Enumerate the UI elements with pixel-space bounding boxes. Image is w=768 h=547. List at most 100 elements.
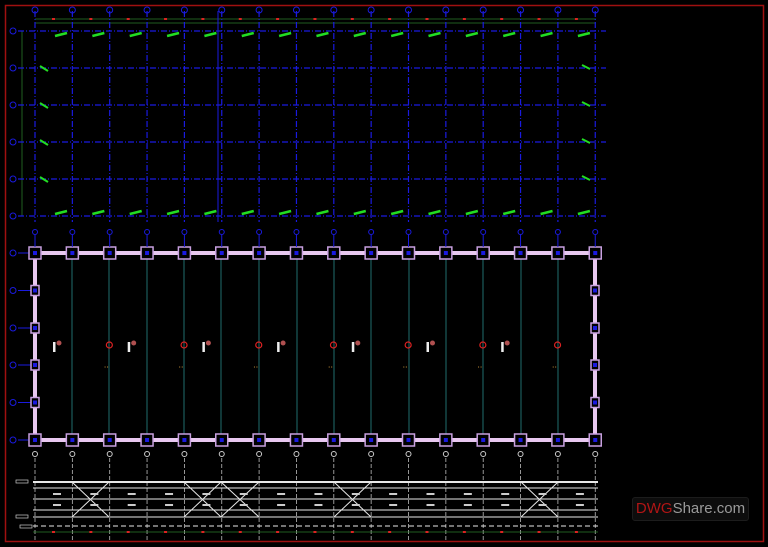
- bracing-member: [241, 209, 255, 216]
- dimension-marker: [276, 18, 280, 20]
- level-tag: [15, 479, 29, 484]
- grid-bubble: [442, 229, 449, 235]
- column: [219, 251, 224, 255]
- column-layout-plan: • • • • • • • • • • • • • •: [9, 229, 602, 447]
- column: [406, 438, 411, 442]
- grid-bubble: [144, 451, 151, 457]
- bracing-member: [54, 31, 68, 38]
- column: [518, 438, 523, 442]
- grid-bubble: [68, 6, 76, 14]
- column: [33, 251, 37, 255]
- dimension-marker: [462, 531, 466, 533]
- bracing-member: [204, 31, 217, 38]
- elevation-label: [463, 493, 472, 495]
- elevation-label: [501, 504, 510, 506]
- dimension-marker: [52, 18, 55, 20]
- column: [593, 251, 598, 255]
- door-symbol: [202, 342, 205, 352]
- bracing-member: [577, 31, 591, 38]
- bracing-member: [502, 209, 516, 216]
- column: [593, 363, 597, 367]
- dimension-marker: [462, 18, 466, 20]
- grid-bubble: [218, 229, 225, 235]
- grid-bubble: [554, 451, 561, 457]
- bracing-member: [166, 31, 180, 38]
- watermark-brand-red: DWG: [635, 500, 673, 517]
- dimension-marker: [238, 531, 242, 533]
- elevation-label: [127, 493, 136, 495]
- dimension-marker: [350, 531, 354, 533]
- dimension-marker: [238, 18, 242, 20]
- dimension-tick: • •: [104, 364, 109, 369]
- column: [294, 251, 299, 255]
- bracing-member: [129, 209, 143, 216]
- dimension-tick: • •: [254, 364, 259, 369]
- grid-bubble: [31, 6, 39, 14]
- grid-bubble: [517, 451, 524, 457]
- grid-bubble: [480, 451, 487, 457]
- elevation-label: [426, 504, 435, 506]
- column: [369, 438, 374, 442]
- dimension-marker: [500, 18, 504, 20]
- bracing-member: [241, 31, 255, 38]
- drain-point: [355, 340, 361, 346]
- elevation-label: [239, 504, 248, 506]
- bracing-member: [54, 209, 68, 216]
- column: [33, 400, 37, 405]
- bracing-member: [581, 175, 591, 181]
- elevation-label: [202, 504, 211, 506]
- grid-bubble: [218, 6, 226, 14]
- door-symbol: [127, 342, 131, 352]
- dimension-marker: [500, 531, 504, 533]
- grid-bubble: [32, 229, 38, 235]
- elevation-label: [90, 493, 99, 495]
- dimension-marker: [126, 18, 130, 20]
- elevation-label: [351, 493, 360, 495]
- column: [107, 438, 112, 442]
- column: [593, 326, 597, 330]
- bracing-member: [278, 31, 292, 38]
- cross-brace: [333, 481, 372, 518]
- elevation-label: [314, 504, 323, 506]
- dimension-marker: [313, 531, 317, 533]
- grid-bubble: [9, 101, 17, 109]
- bracing-member: [278, 209, 292, 216]
- column: [518, 251, 523, 255]
- grid-bubble: [517, 229, 524, 235]
- door-symbol: [277, 342, 280, 352]
- dwgshare-watermark-logo: DWGShare.com: [632, 497, 749, 521]
- elevation-label: [90, 504, 99, 506]
- column: [33, 288, 37, 293]
- column: [406, 251, 411, 255]
- level-tag: [15, 514, 29, 519]
- column: [555, 251, 560, 255]
- dimension-marker: [537, 531, 541, 533]
- column: [369, 251, 374, 255]
- dimension-marker: [350, 18, 354, 20]
- column: [145, 438, 150, 442]
- elevation-label: [351, 504, 360, 506]
- dimension-tick: • •: [403, 364, 408, 369]
- drawing-frame: [4, 4, 765, 543]
- grid-bubble: [554, 6, 562, 14]
- grid-bubble: [9, 399, 17, 406]
- elevation-label: [202, 493, 211, 495]
- section-marker: [329, 341, 338, 349]
- bracing-member: [129, 31, 143, 38]
- grid-bubble: [9, 361, 17, 369]
- grid-bubble: [405, 451, 412, 457]
- grid-bubble: [368, 229, 375, 235]
- elevation-label: [239, 493, 248, 495]
- grid-bubble: [106, 6, 114, 14]
- grid-bubble: [9, 287, 17, 294]
- dimension-marker: [89, 531, 93, 533]
- grid-bubble: [592, 229, 599, 235]
- grid-bubble: [9, 175, 17, 183]
- door-symbol: [426, 342, 429, 352]
- grid-bubble: [181, 451, 188, 457]
- grid-bubble: [181, 229, 188, 235]
- grid-bubble: [106, 229, 113, 235]
- watermark-brand-rest: Share.com: [672, 500, 746, 517]
- grid-bubble: [9, 138, 17, 146]
